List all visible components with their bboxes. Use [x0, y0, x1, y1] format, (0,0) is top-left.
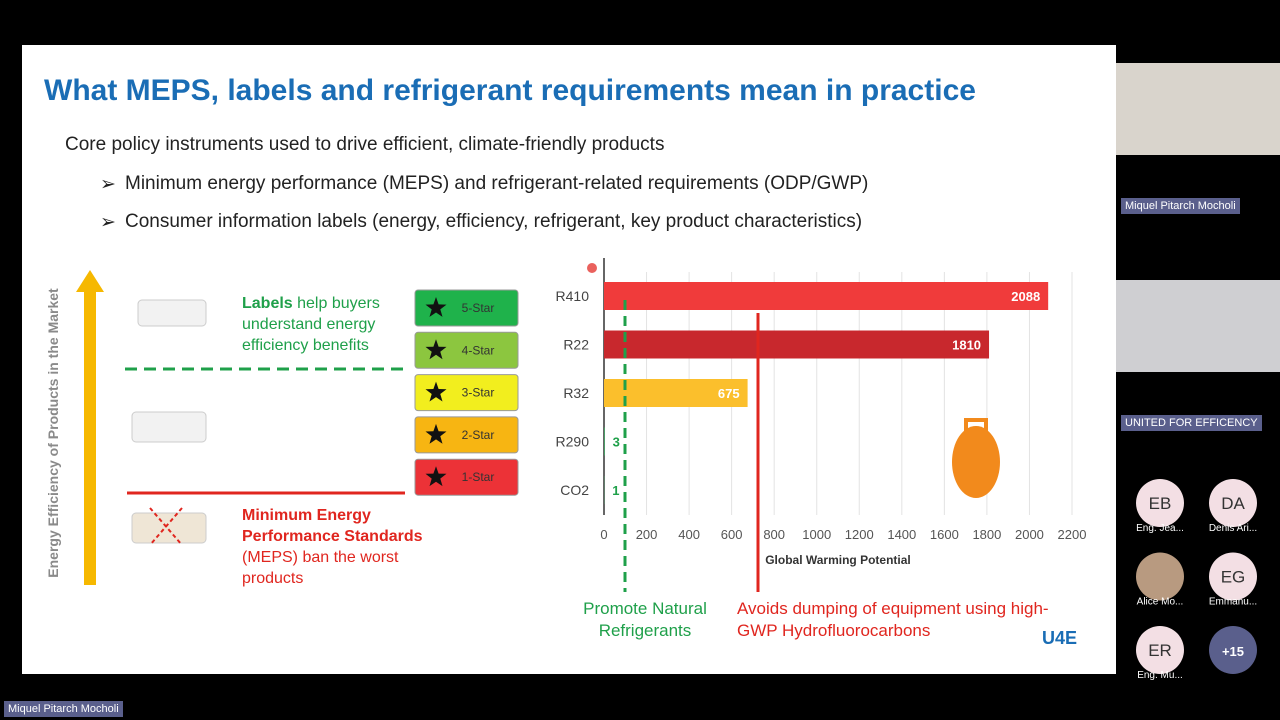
x-tick-label: 1000 [802, 527, 831, 542]
x-tick-label: 1800 [972, 527, 1001, 542]
avatar-initials: EB [1149, 494, 1172, 513]
star-label: 3-Star [462, 386, 495, 400]
logo: U4E [1042, 628, 1078, 648]
avatar [1136, 552, 1184, 601]
note-natural: Promote Natural Refrigerants [583, 599, 707, 640]
avatar-name: Eng. Mu... [1137, 670, 1183, 681]
x-tick-label: 1400 [887, 527, 916, 542]
avatar [1136, 479, 1184, 527]
video-tile [1116, 63, 1280, 155]
subtitle: Core policy instruments used to drive ef… [65, 134, 665, 155]
avatar-name: Eng. Jea... [1136, 523, 1184, 534]
labels-bold: Labels [242, 295, 293, 312]
star-label: 1-Star [462, 470, 495, 484]
star-box [414, 416, 519, 454]
y-tick-label: R410 [556, 288, 590, 304]
star-icon [425, 339, 447, 360]
x-tick-label: 1600 [930, 527, 959, 542]
meps-rest: (MEPS) ban the worst products [242, 549, 399, 587]
star-icon [425, 466, 447, 487]
avatar-initials: ER [1148, 641, 1172, 660]
avatar-initials: DA [1221, 494, 1245, 513]
bullet-icon: ➢ [100, 174, 116, 195]
value-label: 1810 [952, 338, 981, 353]
value-label: 1 [612, 483, 619, 498]
star-label: 2-Star [462, 428, 495, 442]
bar [604, 330, 990, 359]
meps-bold: Minimum Energy Performance Standards [242, 507, 423, 545]
bar [604, 379, 748, 407]
y-tick-label: R22 [563, 337, 589, 353]
star-label: 4-Star [462, 343, 495, 357]
cylinder-handle [964, 418, 988, 436]
cylinder [952, 426, 1000, 498]
bullet: Minimum energy performance (MEPS) and re… [125, 173, 869, 194]
x-tick-label: 600 [721, 527, 743, 542]
avatar[interactable] [1209, 626, 1257, 674]
value-label: 2088 [1011, 289, 1040, 304]
y-tick-label: R32 [563, 385, 589, 401]
bullet: Consumer information labels (energy, eff… [125, 211, 863, 232]
meps-text: Minimum Energy Performance Standards (ME… [242, 505, 427, 589]
x-tick-label: 2200 [1058, 527, 1087, 542]
appliance [131, 411, 207, 443]
note-hfc: Avoids dumping of equipment using high-G… [737, 599, 1049, 640]
star-box [414, 374, 519, 412]
avatar-initials: EG [1221, 568, 1246, 587]
x-tick-label: 200 [636, 527, 658, 542]
labels-text: Labels help buyers understand energy eff… [242, 293, 407, 356]
value-label: 3 [613, 435, 620, 450]
value-label: 675 [718, 386, 740, 401]
footer-tag: Miquel Pitarch Mocholi [4, 701, 123, 717]
avatar-initials: +15 [1222, 644, 1244, 659]
star-icon [425, 297, 447, 317]
star-box [414, 331, 519, 369]
star-box [414, 289, 519, 327]
bar [604, 282, 1049, 310]
avatar-name: Alice Mo... [1137, 597, 1184, 608]
appliance [137, 299, 207, 327]
avatar-name: Emmanu... [1209, 597, 1257, 608]
arrow-head [76, 270, 104, 292]
avatar-name: Denis Ari... [1209, 523, 1257, 534]
cross [149, 507, 183, 546]
x-axis-label: Global Warming Potential [765, 553, 911, 567]
labels-rest: help buyers understand energy efficiency… [242, 295, 380, 354]
y-tick-label: R290 [556, 434, 590, 450]
x-tick-label: 2000 [1015, 527, 1044, 542]
x-tick-label: 800 [763, 527, 785, 542]
x-tick-label: 1200 [845, 527, 874, 542]
avatar [1136, 626, 1184, 674]
avatar [1209, 479, 1257, 527]
star-label: 5-Star [462, 301, 495, 315]
appliance [131, 512, 207, 544]
axis-label: Energy Efficiency of Products in the Mar… [45, 288, 61, 578]
name-tag: Miquel Pitarch Mocholi [1121, 198, 1240, 214]
star-box [414, 458, 519, 496]
bullet-icon: ➢ [100, 212, 116, 233]
x-tick-label: 400 [678, 527, 700, 542]
x-tick-label: 0 [600, 527, 607, 542]
star-icon [425, 381, 447, 402]
org-tag: UNITED FOR EFFICENCY [1121, 415, 1262, 431]
star-icon [425, 423, 447, 444]
video-tile [1116, 280, 1280, 372]
bar [604, 427, 605, 456]
y-tick-label: CO2 [560, 482, 589, 498]
cursor [587, 263, 597, 273]
avatar [1209, 552, 1257, 601]
slide-title: What MEPS, labels and refrigerant requir… [44, 74, 976, 107]
slide [22, 45, 1116, 674]
